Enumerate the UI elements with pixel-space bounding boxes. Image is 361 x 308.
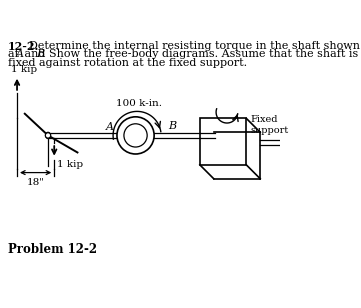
Text: B: B	[36, 50, 44, 59]
Text: 18": 18"	[27, 178, 45, 187]
Circle shape	[45, 133, 51, 138]
Text: B: B	[168, 121, 176, 131]
Text: Fixed
support: Fixed support	[250, 115, 288, 135]
Text: fixed against rotation at the fixed support.: fixed against rotation at the fixed supp…	[8, 58, 247, 68]
Text: at: at	[8, 50, 22, 59]
Circle shape	[117, 117, 154, 154]
Text: 12-2.: 12-2.	[8, 41, 39, 52]
Text: 1 kip: 1 kip	[11, 65, 37, 74]
Circle shape	[124, 124, 147, 147]
Text: A: A	[106, 122, 114, 132]
Text: . Show the free-body diagrams. Assume that the shaft is: . Show the free-body diagrams. Assume th…	[42, 50, 358, 59]
Text: 100 k-in.: 100 k-in.	[116, 99, 162, 107]
Text: Determine the internal resisting torque in the shaft shown: Determine the internal resisting torque …	[30, 41, 360, 51]
Text: Problem 12-2: Problem 12-2	[8, 243, 97, 256]
Ellipse shape	[46, 132, 50, 139]
Text: A: A	[16, 50, 24, 59]
Text: 1 kip: 1 kip	[57, 160, 83, 169]
Text: and: and	[21, 50, 49, 59]
